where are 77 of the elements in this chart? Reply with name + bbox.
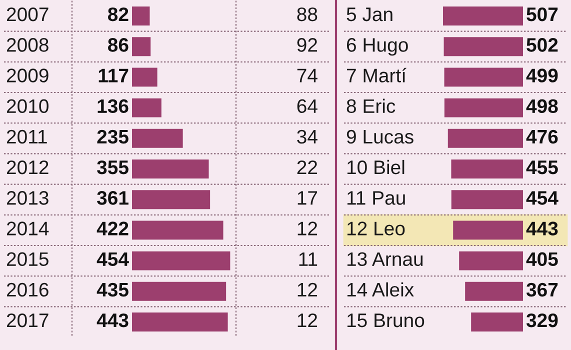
y-tick-label: 2009 xyxy=(6,68,48,82)
y-tick-label: 6 Hugo xyxy=(346,38,408,56)
bar xyxy=(451,160,523,178)
y-tick-label: 5 Jan xyxy=(346,8,392,22)
bar xyxy=(132,68,158,87)
bar xyxy=(132,220,224,240)
y-tick-label: 9 Lucas xyxy=(346,130,414,144)
bar xyxy=(132,190,210,210)
text: 17 xyxy=(298,191,318,205)
y-tick-label: 13 Arnau xyxy=(347,252,423,266)
y-tick-label: 2012 xyxy=(6,160,48,174)
text: 74 xyxy=(297,68,318,82)
y-tick-label: 2008 xyxy=(6,38,48,52)
y-tick-label: 10 Biel xyxy=(347,160,404,174)
data-label: 355 xyxy=(97,160,128,174)
data-label: 405 xyxy=(526,252,558,266)
data-label: 82 xyxy=(108,7,128,22)
data-label: 435 xyxy=(96,282,128,297)
bar xyxy=(444,98,523,118)
y-tick-label: 2010 xyxy=(6,99,48,114)
y-tick-label: 2016 xyxy=(6,282,48,297)
data-label: 507 xyxy=(526,7,558,22)
bar xyxy=(132,160,209,178)
data-label: 454 xyxy=(96,252,129,266)
bar xyxy=(132,98,162,118)
data-label: 361 xyxy=(97,191,128,205)
text: 34 xyxy=(297,130,318,144)
data-label: 499 xyxy=(526,68,558,82)
bar xyxy=(132,251,230,270)
y-tick-label: 15 Bruno xyxy=(347,314,424,328)
text: 12 xyxy=(298,222,318,236)
text: 88 xyxy=(297,7,318,22)
y-tick-label: 2013 xyxy=(6,191,48,205)
bar xyxy=(451,190,523,210)
bar xyxy=(471,312,523,332)
data-label: 367 xyxy=(526,282,558,297)
data-label: 235 xyxy=(97,130,128,144)
data-label: 502 xyxy=(526,38,558,52)
data-label: 422 xyxy=(96,222,128,236)
y-tick-label: 2014 xyxy=(6,222,49,236)
y-tick-label: 2017 xyxy=(6,313,48,328)
bar xyxy=(132,6,150,26)
y-tick-label: 11 Pau xyxy=(347,191,405,205)
bar xyxy=(453,220,523,240)
text: 92 xyxy=(297,38,318,52)
bar xyxy=(132,282,226,301)
text: 12 xyxy=(298,313,318,328)
data-label: 443 xyxy=(526,222,558,236)
bar xyxy=(132,37,151,56)
text: 64 xyxy=(297,99,318,114)
y-tick-label: 2011 xyxy=(6,130,47,144)
bar xyxy=(459,251,523,270)
text: 22 xyxy=(297,160,318,174)
bar xyxy=(444,37,523,56)
y-tick-label: 2007 xyxy=(6,7,48,22)
y-tick-label: 12 Leo xyxy=(347,222,405,236)
data-label: 136 xyxy=(98,99,128,114)
y-tick-label: 8 Eric xyxy=(346,98,396,114)
text: 12 xyxy=(298,282,318,296)
data-label: 329 xyxy=(526,313,558,328)
text: 11 xyxy=(299,252,318,266)
bar xyxy=(443,6,523,26)
data-label: 443 xyxy=(96,313,128,328)
bar xyxy=(132,128,183,148)
bar xyxy=(448,128,523,148)
y-tick-label: 14 Aleix xyxy=(347,282,414,297)
data-label: 454 xyxy=(526,191,558,205)
data-label: 498 xyxy=(526,99,558,114)
bar xyxy=(132,312,228,332)
y-tick-label: 2015 xyxy=(6,252,48,266)
bar xyxy=(444,68,523,87)
data-label: 117 xyxy=(98,68,128,82)
bar xyxy=(465,282,523,301)
data-label: 476 xyxy=(526,130,558,144)
data-label: 86 xyxy=(108,38,128,52)
data-label: 455 xyxy=(526,160,558,174)
y-tick-label: 7 Martí xyxy=(346,68,406,82)
